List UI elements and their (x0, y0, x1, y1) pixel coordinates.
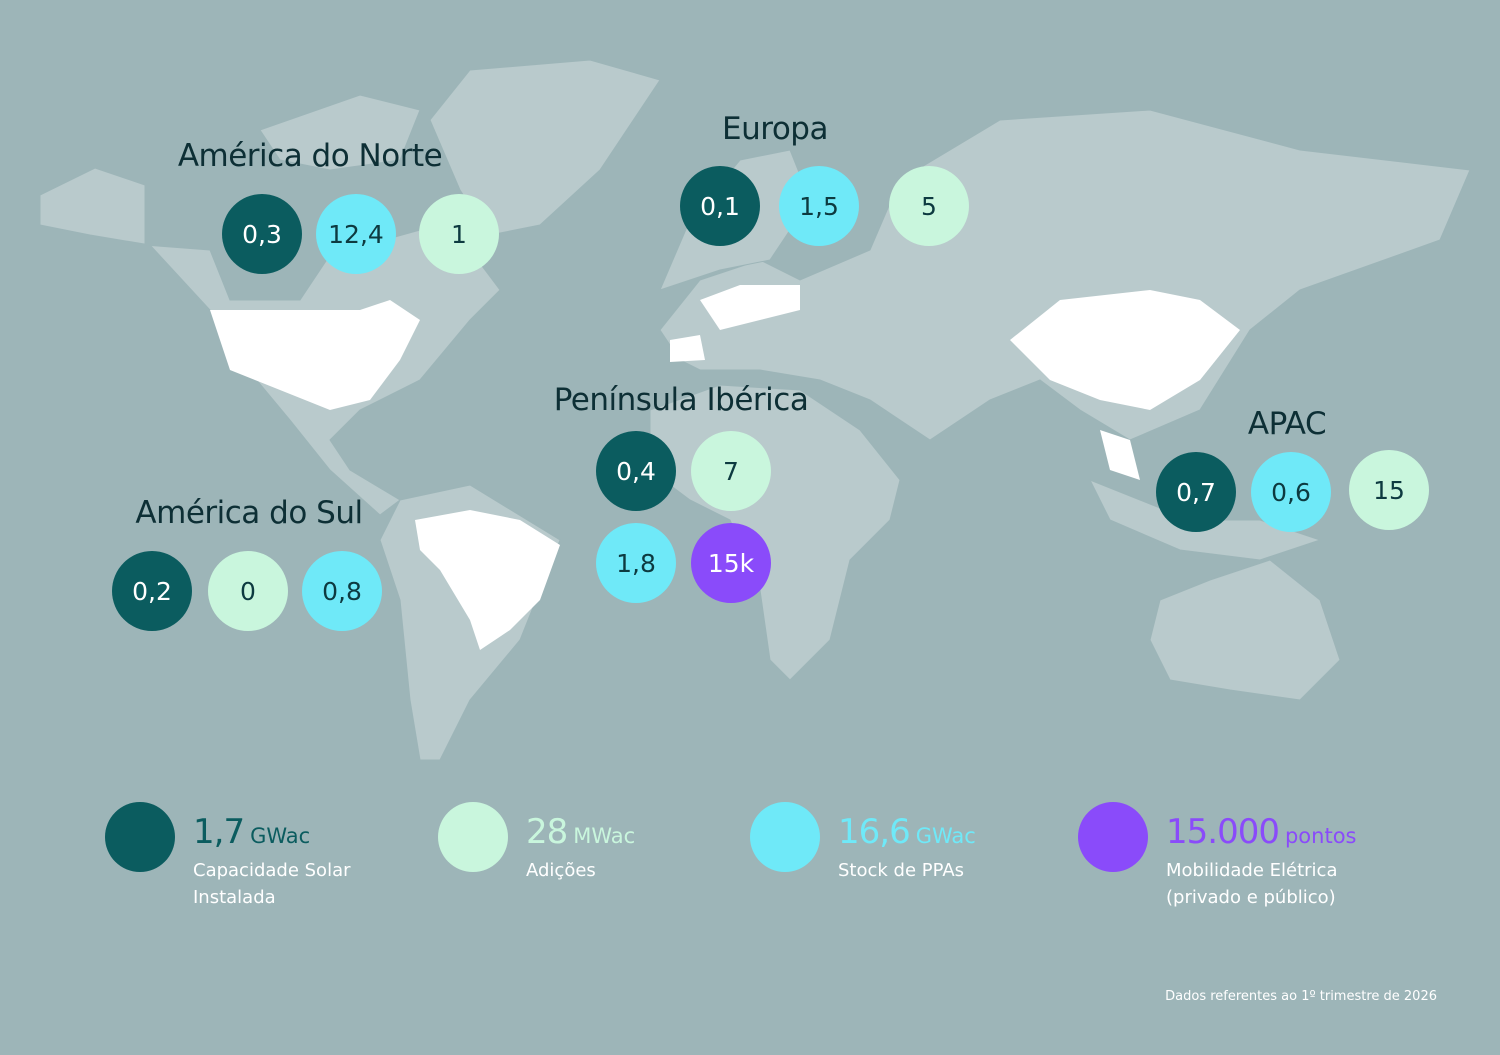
region-title: Europa (722, 111, 828, 147)
legend-value: 1,7 GWac (193, 812, 311, 852)
legend-unit: MWac (573, 824, 636, 848)
stat-bubble: 1 (419, 194, 499, 274)
legend-unit: GWac (250, 824, 311, 848)
stat-bubble: 0,7 (1156, 452, 1236, 532)
legend-unit: GWac (915, 824, 976, 848)
stat-bubble: 15 (1349, 450, 1429, 530)
region-title: Península Ibérica (553, 382, 809, 418)
legend-dot (105, 802, 175, 872)
stat-bubble: 0,1 (680, 166, 760, 246)
legend-dot (750, 802, 820, 872)
stat-bubble: 5 (889, 166, 969, 246)
legend-label: Capacidade Solar Instalada (193, 860, 351, 908)
stat-bubble: 1,5 (779, 166, 859, 246)
legend-value: 16,6 GWac (838, 812, 976, 852)
legend-value: 28 MWac (526, 812, 636, 852)
stat-bubble: 0,2 (112, 551, 192, 631)
stat-bubble: 7 (691, 431, 771, 511)
footnote: Dados referentes ao 1º trimestre de 2026 (1165, 989, 1437, 1004)
legend-dot (438, 802, 508, 872)
stat-bubble: 12,4 (316, 194, 396, 274)
legend-label: Stock de PPAs (838, 860, 965, 881)
stat-bubble: 0,6 (1251, 452, 1331, 532)
legend-value: 15.000 pontos (1166, 812, 1357, 852)
legend-label: Mobilidade Elétrica (privado e público) (1166, 860, 1338, 908)
legend-unit: pontos (1284, 824, 1357, 848)
region-title: APAC (1247, 406, 1327, 442)
stat-bubble: 15k (691, 523, 771, 603)
stat-bubble: 0,8 (302, 551, 382, 631)
stat-bubble: 0,3 (222, 194, 302, 274)
region-title: América do Norte (177, 138, 443, 174)
stat-bubble: 0,4 (596, 431, 676, 511)
legend-label: Adições (526, 860, 596, 881)
region-title: América do Sul (135, 495, 363, 531)
stat-bubble: 0 (208, 551, 288, 631)
legend-dot (1078, 802, 1148, 872)
stat-bubble: 1,8 (596, 523, 676, 603)
